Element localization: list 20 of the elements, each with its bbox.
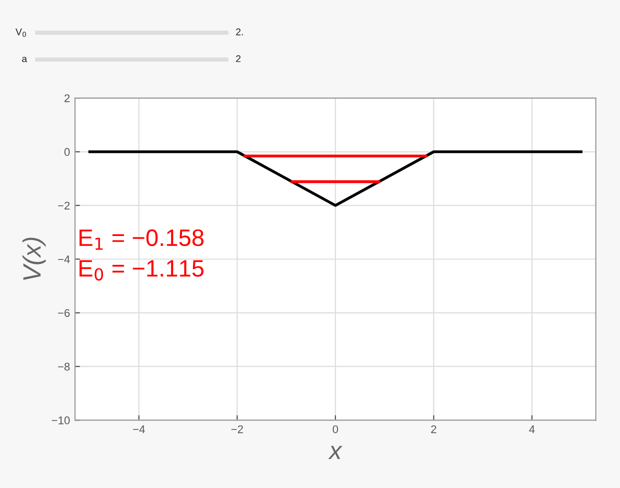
- annotation: E$_{0}$ = −1.115: [80, 260, 204, 281]
- x-tick-label: −4: [133, 425, 145, 434]
- y-tick-label: −2: [58, 202, 70, 210]
- x-tick-label: 0: [332, 425, 338, 434]
- y-tick-label: −10: [52, 416, 70, 424]
- x-tick-label: 4: [529, 425, 535, 434]
- x-tick-label: −2: [231, 425, 243, 434]
- y-tick-label: −6: [58, 309, 70, 317]
- y-tick-label: 2: [64, 94, 70, 102]
- y-tick-label: −4: [58, 256, 70, 264]
- text: a: [22, 56, 28, 62]
- annotation: E$_{1}$ = −0.158: [80, 229, 204, 250]
- text: V$_{0}$: [16, 28, 26, 37]
- y-axis-title: V(x): [22, 238, 46, 280]
- y-tick-label: −8: [58, 362, 70, 371]
- x-tick-label: 2: [431, 425, 436, 434]
- x-axis-title: x: [328, 446, 342, 460]
- y-tick-label: 0: [64, 148, 70, 156]
- text: 2.: [236, 28, 243, 36]
- text: 2: [236, 55, 241, 62]
